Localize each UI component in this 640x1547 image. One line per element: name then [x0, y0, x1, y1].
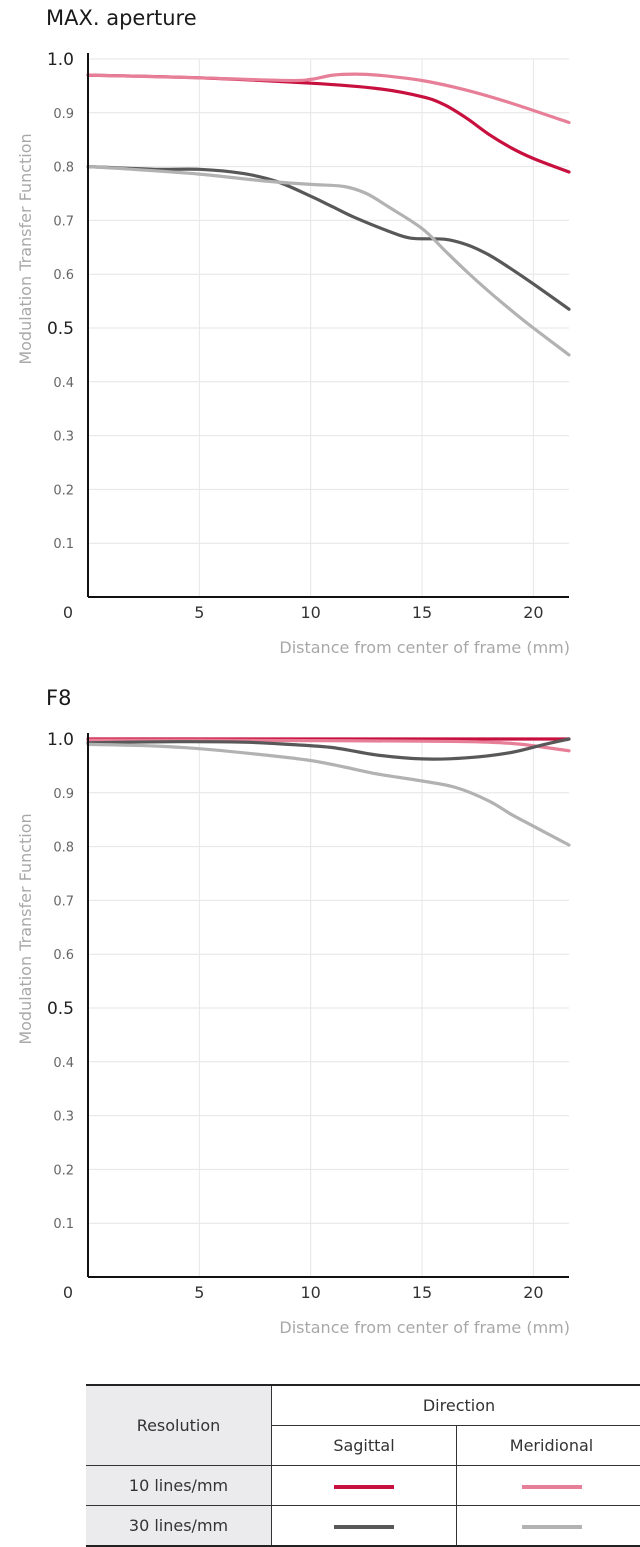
- y-axis-label: Modulation Transfer Function: [16, 813, 35, 1044]
- x-tick-label: 15: [412, 603, 432, 622]
- y-tick-label: 1.0: [47, 730, 74, 750]
- mtf-chart-f8: 0.1 0.2 0.3 0.4 0.5 0.6 0.7 0.8 0.9 1.0 0 5 10 15 20 Di…: [0, 680, 640, 1350]
- y-tick-label: 0.8: [53, 161, 74, 176]
- x-tick-label: 0: [63, 603, 73, 622]
- mtf-chart-max-aperture: 0.1 0.2 0.3 0.4 0.5 0.6 0.7 0.8 0.9 1.0 0 5 10 15 20 Di…: [0, 0, 640, 670]
- y-tick-label: 0.5: [47, 999, 74, 1019]
- series-line: [88, 74, 569, 122]
- legend-swatch-10-meridional: [457, 1466, 640, 1506]
- y-tick-label: 0.6: [53, 948, 74, 963]
- y-tick-label: 0.3: [53, 430, 74, 445]
- y-tick-label: 0.7: [53, 214, 74, 229]
- sagittal-header: Sagittal: [272, 1426, 457, 1466]
- y-tick-label: 1.0: [47, 50, 74, 70]
- x-axis-label: Distance from center of frame (mm): [279, 638, 570, 657]
- grid: [88, 739, 569, 1277]
- row-label-30: 30 lines/mm: [86, 1506, 272, 1547]
- legend-table: Resolution Direction Sagittal Meridional…: [86, 1384, 640, 1547]
- x-tick-label: 20: [523, 1283, 543, 1302]
- x-tick-label: 15: [412, 1283, 432, 1302]
- legend-swatch-30-meridional: [457, 1506, 640, 1547]
- y-tick-label: 0.1: [53, 1217, 74, 1232]
- x-tick-label: 5: [194, 1283, 204, 1302]
- x-axis-label: Distance from center of frame (mm): [279, 1318, 570, 1337]
- series-line: [88, 75, 569, 172]
- y-axis-label: Modulation Transfer Function: [16, 133, 35, 364]
- legend-swatch-30-sagittal: [272, 1506, 457, 1547]
- y-tick-label: 0.1: [53, 537, 74, 552]
- y-tick-label: 0.2: [53, 1163, 74, 1178]
- meridional-header: Meridional: [457, 1426, 640, 1466]
- swatch-line: [334, 1485, 394, 1489]
- y-tick-label: 0.4: [53, 1056, 74, 1071]
- y-tick-label: 0.7: [53, 894, 74, 909]
- series-line: [88, 167, 569, 310]
- x-tick-label: 0: [63, 1283, 73, 1302]
- swatch-line: [522, 1525, 582, 1529]
- y-tick-label: 0.2: [53, 483, 74, 498]
- resolution-header: Resolution: [86, 1385, 272, 1466]
- x-tick-label: 20: [523, 603, 543, 622]
- direction-header: Direction: [272, 1385, 640, 1426]
- series-line: [88, 744, 569, 845]
- swatch-line: [334, 1525, 394, 1529]
- swatch-line: [522, 1485, 582, 1489]
- row-label-10: 10 lines/mm: [86, 1466, 272, 1506]
- x-tick-label: 10: [301, 1283, 321, 1302]
- x-tick-label: 5: [194, 603, 204, 622]
- y-tick-label: 0.3: [53, 1110, 74, 1125]
- y-tick-label: 0.4: [53, 376, 74, 391]
- y-tick-label: 0.5: [47, 319, 74, 339]
- x-tick-label: 10: [301, 603, 321, 622]
- y-tick-label: 0.8: [53, 841, 74, 856]
- legend-swatch-10-sagittal: [272, 1466, 457, 1506]
- y-tick-label: 0.6: [53, 268, 74, 283]
- y-tick-label: 0.9: [53, 107, 74, 122]
- y-tick-label: 0.9: [53, 787, 74, 802]
